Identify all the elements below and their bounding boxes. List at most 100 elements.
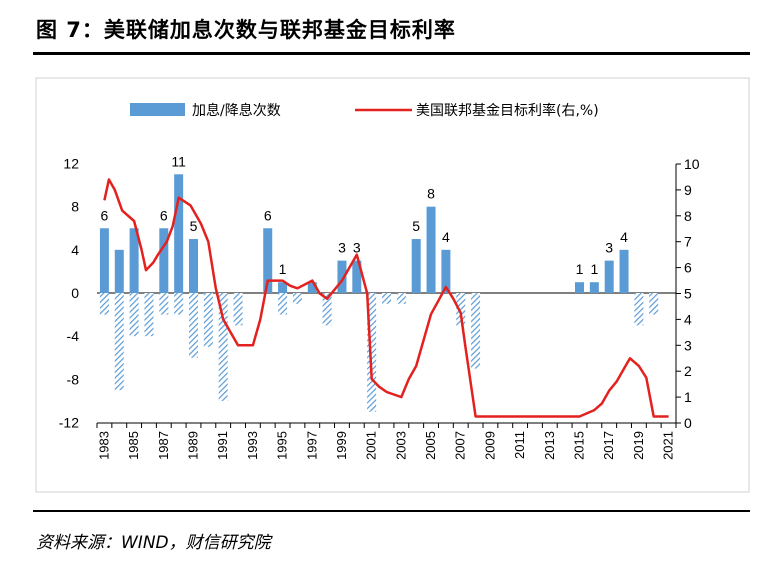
y-right-tick-label: 5 xyxy=(684,286,692,302)
hike-bar xyxy=(619,249,629,293)
y-right-tick-label: 7 xyxy=(684,234,692,250)
hike-bar xyxy=(99,228,109,293)
legend-line-label: 美国联邦基金目标利率(右,%) xyxy=(416,102,599,119)
y-left-tick-label: 8 xyxy=(71,199,79,215)
y-left-tick-label: -4 xyxy=(67,328,80,344)
cut-bar xyxy=(322,293,332,326)
cut-bar xyxy=(218,293,228,401)
title-rule xyxy=(33,52,750,55)
x-tick-label: 1985 xyxy=(126,431,141,460)
cut-bar xyxy=(114,293,124,391)
hike-data-label: 5 xyxy=(412,218,420,234)
x-tick-label: 1987 xyxy=(156,431,171,460)
x-tick-label: 2009 xyxy=(482,431,497,460)
y-left-tick-label: 0 xyxy=(71,285,79,301)
hike-bar xyxy=(114,249,124,293)
y-right-tick-label: 6 xyxy=(684,260,692,276)
chart: 加息/降息次数 美国联邦基金目标利率(右,%) -12-8-4048120123… xyxy=(35,77,750,493)
hike-bar xyxy=(575,282,584,293)
x-tick-label: 1999 xyxy=(334,431,349,460)
x-tick-label: 2017 xyxy=(601,431,616,460)
y-right-tick-label: 3 xyxy=(684,337,692,353)
cut-bar xyxy=(292,293,302,304)
y-right-tick-label: 1 xyxy=(684,389,692,405)
cut-bar xyxy=(174,293,184,315)
hike-data-label: 6 xyxy=(264,207,272,223)
cut-bar xyxy=(99,293,109,315)
hike-bar xyxy=(441,249,451,293)
hike-bar xyxy=(337,260,347,293)
cut-bar xyxy=(189,293,198,358)
cut-bar xyxy=(233,293,243,326)
hike-data-label: 4 xyxy=(442,229,450,245)
legend: 加息/降息次数 美国联邦基金目标利率(右,%) xyxy=(130,102,599,119)
hike-data-label: 3 xyxy=(353,240,361,256)
cut-bar xyxy=(396,293,406,304)
hike-bar xyxy=(159,228,169,293)
cut-bar xyxy=(144,293,154,337)
rate-line-layer xyxy=(103,178,669,418)
x-tick-label: 1991 xyxy=(215,431,230,460)
hike-data-label: 5 xyxy=(190,218,198,234)
cut-bar xyxy=(367,293,377,412)
y-left-tick-label: -8 xyxy=(67,371,80,387)
cut-bar xyxy=(456,293,466,326)
cut-bar xyxy=(471,293,481,369)
cut-bar xyxy=(203,293,213,347)
x-tick-label: 1983 xyxy=(96,431,111,460)
fed-funds-rate-line xyxy=(103,178,669,418)
y-right-tick-label: 4 xyxy=(684,311,692,327)
x-tick-label: 2001 xyxy=(364,431,379,460)
hike-data-label: 8 xyxy=(427,186,435,202)
cut-bar xyxy=(159,293,169,315)
hike-bar xyxy=(411,239,421,293)
cut-bar xyxy=(382,293,391,304)
source-note: 资料来源：WIND，财信研究院 xyxy=(36,533,271,553)
hike-data-label: 1 xyxy=(590,261,598,277)
y-right-tick-label: 9 xyxy=(684,182,692,198)
hike-bar xyxy=(263,228,273,293)
x-tick-label: 2011 xyxy=(512,431,527,459)
x-tick-label: 2019 xyxy=(631,431,646,460)
hike-bar xyxy=(589,282,599,293)
x-tick-label: 2003 xyxy=(393,431,408,460)
hike-bar xyxy=(426,206,436,293)
source-rule xyxy=(33,510,750,512)
hike-bar xyxy=(129,228,139,293)
hike-data-label: 3 xyxy=(605,240,613,256)
x-tick-label: 2021 xyxy=(661,431,676,460)
hike-data-label: 6 xyxy=(101,207,109,223)
y-left-tick-label: 12 xyxy=(63,156,79,172)
cut-bar xyxy=(278,293,288,315)
cut-bar xyxy=(129,293,139,337)
cut-bar xyxy=(634,293,644,326)
hike-data-label: 6 xyxy=(160,207,168,223)
x-tick-label: 2013 xyxy=(542,431,557,460)
hike-bar xyxy=(174,174,184,293)
x-tick-label: 2007 xyxy=(453,431,468,460)
y-right-tick-label: 10 xyxy=(684,156,700,172)
hike-data-label: 11 xyxy=(171,153,186,169)
hike-bar xyxy=(307,282,317,293)
bars xyxy=(99,174,659,412)
x-tick-label: 2005 xyxy=(423,431,438,460)
hike-bar xyxy=(604,260,614,293)
x-tick-label: 1989 xyxy=(186,431,201,460)
figure-title: 图 7：美联储加息次数与联邦基金目标利率 xyxy=(36,18,456,42)
hike-data-label: 4 xyxy=(620,229,628,245)
hike-bar xyxy=(278,282,288,293)
hike-bar xyxy=(189,239,198,293)
legend-bar-swatch xyxy=(130,103,185,116)
y-left-tick-label: -12 xyxy=(59,415,79,431)
y-left-tick-label: 4 xyxy=(71,242,79,258)
hike-data-label: 1 xyxy=(576,261,584,277)
hike-bar xyxy=(352,260,362,293)
y-right-tick-label: 8 xyxy=(684,208,692,224)
y-right-tick-label: 2 xyxy=(684,363,692,379)
x-tick-label: 1997 xyxy=(304,431,319,460)
cut-bar xyxy=(649,293,659,315)
hike-data-label: 3 xyxy=(338,240,346,256)
legend-bar-label: 加息/降息次数 xyxy=(192,102,281,119)
chart-frame xyxy=(35,77,750,493)
